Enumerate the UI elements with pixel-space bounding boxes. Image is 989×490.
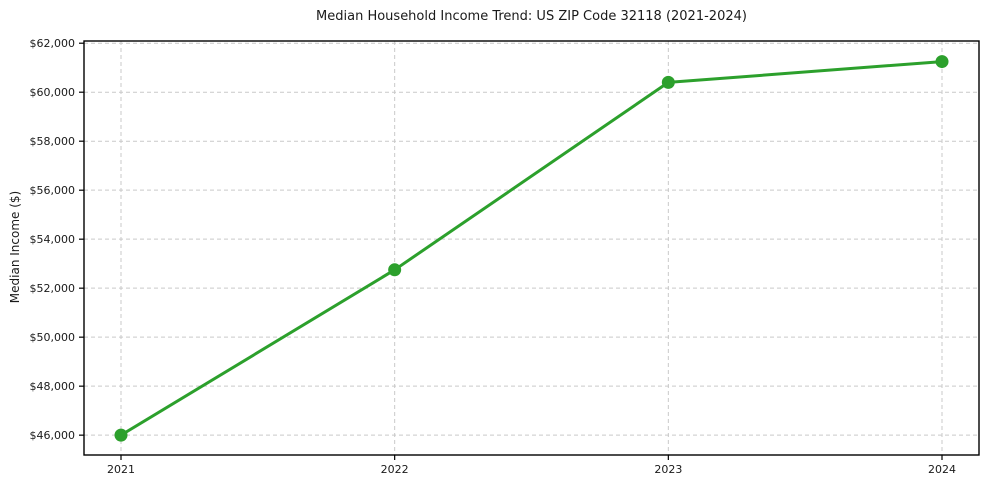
data-point-2024 [935, 55, 949, 69]
y-tick-label: $60,000 [30, 86, 76, 99]
x-tick-label: 2021 [107, 463, 135, 476]
x-tick-label: 2023 [654, 463, 682, 476]
y-tick-label: $48,000 [30, 380, 76, 393]
data-point-2022 [388, 263, 402, 277]
y-tick-label: $56,000 [30, 184, 76, 197]
trend-line [119, 60, 944, 437]
x-tick-label: 2022 [381, 463, 409, 476]
x-tick-label: 2024 [928, 463, 956, 476]
y-tick-label: $54,000 [30, 233, 76, 246]
y-tick-label: $46,000 [30, 429, 76, 442]
y-tick-label: $58,000 [30, 135, 76, 148]
chart-title: Median Household Income Trend: US ZIP Co… [316, 9, 747, 24]
plot-border [83, 40, 980, 456]
y-tick-label: $62,000 [30, 37, 76, 50]
data-point-2021 [114, 428, 128, 442]
data-point-2023 [661, 75, 675, 89]
y-tick-label: $52,000 [30, 282, 76, 295]
y-tick-label: $50,000 [30, 331, 76, 344]
